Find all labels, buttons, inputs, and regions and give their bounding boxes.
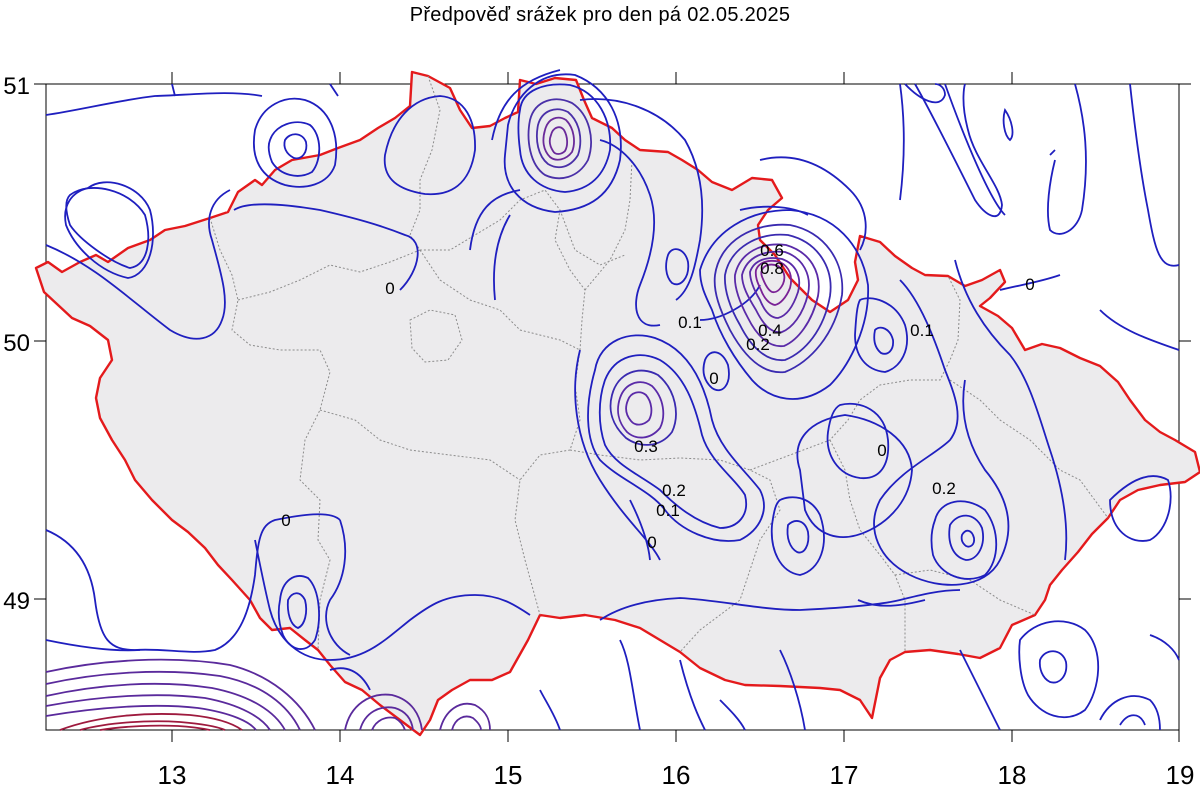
contour-label: 0.2 (746, 335, 770, 354)
contour-label: 0 (647, 533, 656, 552)
x-tick-label: 19 (1166, 760, 1195, 790)
y-tick-label: 50 (3, 330, 30, 357)
contour-label: 0 (709, 369, 718, 388)
axis-tick-marks (34, 72, 1191, 742)
contour-label: 0.1 (910, 321, 934, 340)
contour-labels: 0 0.1 0 0.3 0.2 0.1 0 0 0.1 0 0.2 0 0.6 … (281, 241, 1034, 552)
contour-label: 0 (1025, 275, 1034, 294)
x-tick-label: 17 (830, 760, 859, 790)
x-tick-label: 18 (998, 760, 1027, 790)
district-boundaries (209, 75, 1109, 653)
contour-label: 0 (385, 279, 394, 298)
contour-label: 0.8 (760, 259, 784, 278)
x-tick-label: 14 (326, 760, 355, 790)
y-tick-label: 51 (3, 73, 30, 100)
x-tick-label: 15 (494, 760, 523, 790)
contour-label: 0.4 (758, 321, 782, 340)
y-tick-label: 49 (3, 588, 30, 615)
contour-label: 0.2 (932, 479, 956, 498)
contour-label: 0.1 (656, 501, 680, 520)
contour-label: 0.1 (678, 313, 702, 332)
contour-label: 0.2 (662, 481, 686, 500)
x-tick-label: 13 (158, 760, 187, 790)
map-title: Předpověď srážek pro den pá 02.05.2025 (409, 4, 791, 26)
contour-label: 0.3 (634, 437, 658, 456)
contour-lines (45, 69, 1180, 731)
contour-label: 0 (281, 511, 290, 530)
y-axis-ticks: 51 50 49 (3, 73, 30, 615)
x-tick-label: 16 (662, 760, 691, 790)
x-axis-ticks: 13 14 15 16 17 18 19 (158, 760, 1195, 790)
contour-label: 0.6 (760, 241, 784, 260)
contour-label: 0 (877, 441, 886, 460)
